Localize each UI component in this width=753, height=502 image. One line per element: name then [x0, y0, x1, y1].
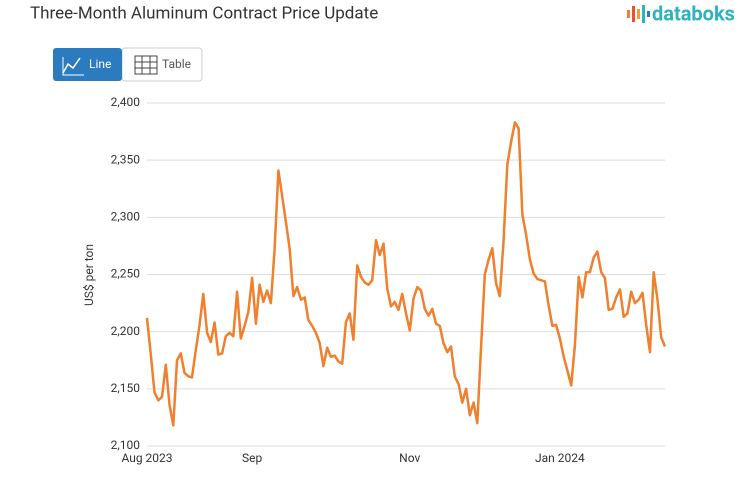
y-tick-label: 2,250 [111, 267, 141, 281]
line-label: Line [89, 57, 111, 71]
y-tick-label: 2,350 [111, 152, 141, 166]
y-tick-label: 2,200 [111, 324, 141, 338]
view-toggle: Line Table [53, 47, 203, 82]
y-axis-label: US$ per ton [82, 244, 96, 306]
x-tick-label: Jan 2024 [535, 451, 585, 465]
logo-bar [642, 5, 645, 23]
logo-bar [627, 10, 630, 18]
y-tick-label: 2,150 [111, 381, 141, 395]
x-tick-label: Sep [242, 451, 262, 465]
x-tick-label: Aug 2023 [121, 451, 172, 465]
logo-bar [632, 6, 635, 22]
table-icon [134, 55, 158, 75]
y-tick-label: 2,100 [111, 438, 141, 452]
price-line [145, 121, 667, 427]
y-tick-label: 2,300 [111, 210, 141, 224]
brand-name: databoks [652, 1, 735, 25]
brand-logo: databoks [627, 1, 735, 25]
chart-title: Three-Month Aluminum Contract Price Upda… [30, 3, 378, 23]
logo-bar [637, 9, 640, 19]
y-tick-label: 2,400 [111, 95, 141, 109]
line-icon [62, 57, 84, 76]
logo-bar [647, 11, 650, 17]
line-button[interactable] [53, 48, 122, 81]
x-tick-label: Nov [399, 451, 420, 465]
table-label: Table [162, 57, 191, 71]
line-icon [62, 57, 81, 74]
plot: 2,100 2,150 2,200 2,250 2,300 2,350 2,400 Aug 2… [111, 95, 667, 465]
